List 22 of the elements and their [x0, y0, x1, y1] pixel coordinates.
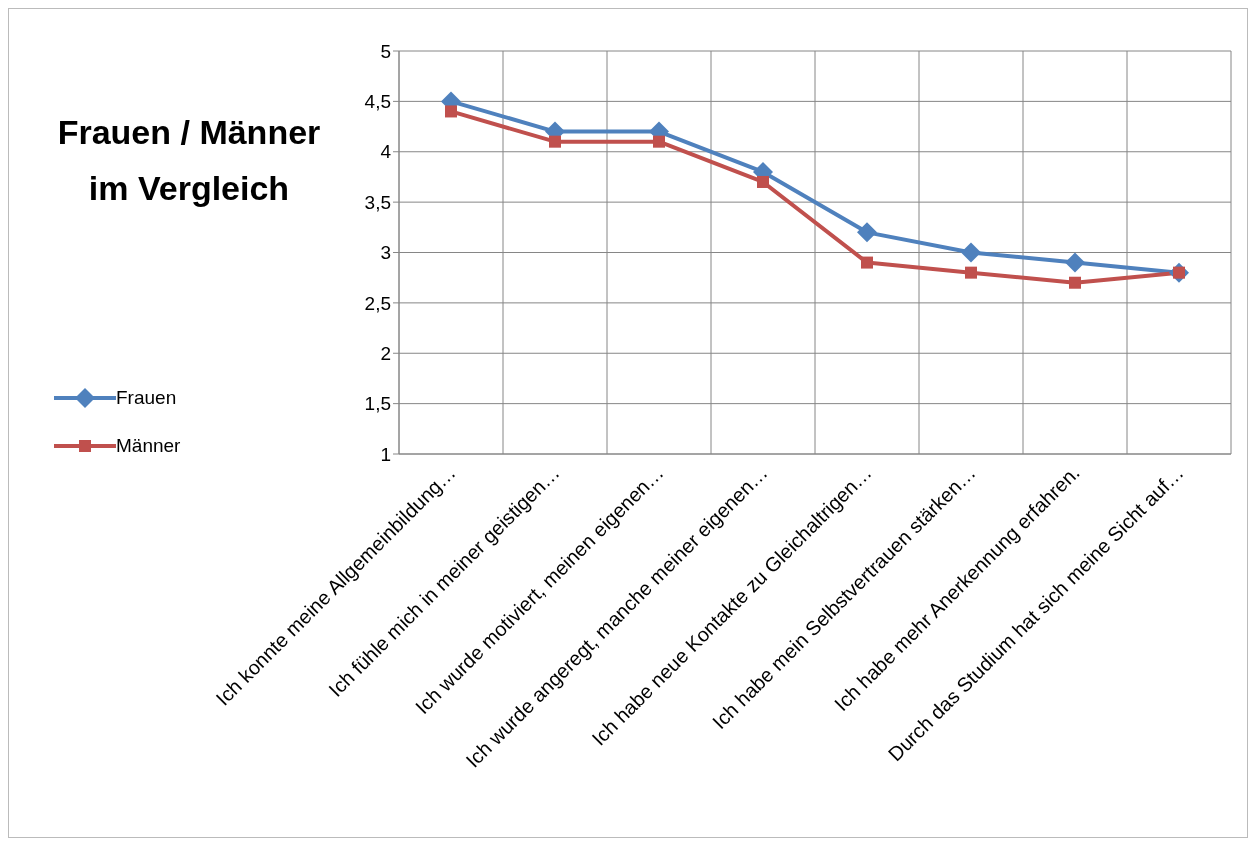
point: [857, 222, 877, 243]
y-tick-label: 3,5: [364, 191, 391, 213]
y-tick-label: 4,5: [364, 91, 391, 113]
y-tick-label: 4: [380, 141, 392, 163]
point: [1069, 276, 1081, 289]
point: [961, 242, 981, 263]
y-tick-label: 1,5: [364, 393, 391, 415]
y-tick-label: 1: [380, 443, 391, 465]
point: [549, 135, 561, 148]
y-tick-label: 2,5: [364, 292, 391, 314]
legend-label: Männer: [116, 435, 181, 457]
point: [1065, 252, 1085, 273]
y-tick-label: 2: [380, 342, 391, 364]
point: [445, 105, 457, 118]
y-tick-label: 3: [380, 242, 391, 264]
legend-label: Frauen: [116, 387, 177, 409]
point: [965, 266, 977, 279]
y-tick-label: 5: [380, 40, 391, 62]
point: [653, 135, 665, 148]
point: [757, 175, 769, 188]
text: Frauen / Männer im Vergleich: [56, 112, 322, 209]
point: [861, 256, 873, 269]
